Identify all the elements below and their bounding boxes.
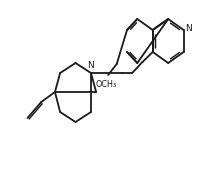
Text: N: N [185,24,192,33]
Text: N: N [88,61,94,70]
Text: OCH₃: OCH₃ [96,80,117,89]
